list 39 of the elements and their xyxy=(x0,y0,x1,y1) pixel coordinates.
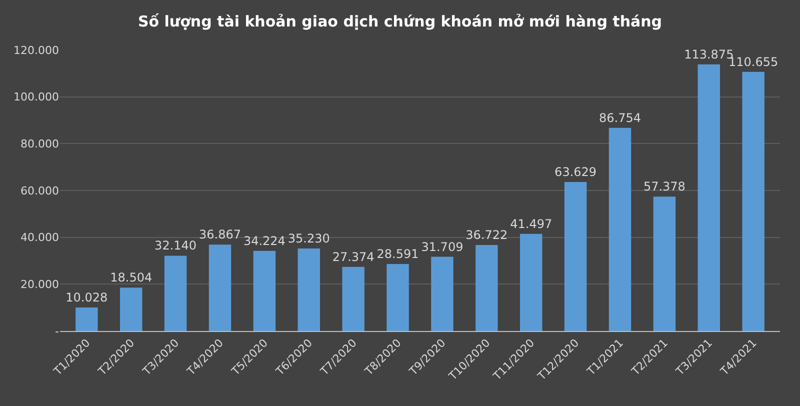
data-label: 27.374 xyxy=(332,250,374,264)
bar xyxy=(742,72,764,331)
bar xyxy=(476,245,498,331)
bar xyxy=(698,64,720,331)
chart-title: Số lượng tài khoản giao dịch chứng khoán mở mới hàng tháng xyxy=(138,12,662,31)
data-label: 57.378 xyxy=(643,180,686,194)
y-tick-label: 20.000 xyxy=(20,278,59,292)
data-label: 86.754 xyxy=(599,110,641,125)
data-label: 34.224 xyxy=(243,234,286,248)
y-tick-label: - xyxy=(55,324,60,338)
bar xyxy=(386,264,409,331)
y-tick-label: 120.000 xyxy=(14,44,59,57)
data-label: 35.230 xyxy=(288,232,330,246)
bar xyxy=(608,128,632,331)
data-label: 36.867 xyxy=(199,228,241,242)
bar xyxy=(431,256,454,331)
data-label: 63.629 xyxy=(554,165,597,179)
bar xyxy=(164,256,187,331)
bar xyxy=(120,288,142,331)
bar xyxy=(520,234,542,331)
data-label: 113.875 xyxy=(684,47,734,62)
bar xyxy=(564,182,587,331)
bar xyxy=(653,196,676,331)
bar xyxy=(76,308,98,331)
y-tick-label: 80.000 xyxy=(20,138,59,151)
data-label: 31.709 xyxy=(421,240,464,254)
data-label: 18.504 xyxy=(110,270,152,285)
bar xyxy=(342,266,364,331)
y-tick-label: 60.000 xyxy=(20,184,59,198)
data-label: 32.140 xyxy=(154,238,197,253)
bar xyxy=(208,244,232,331)
data-label: 28.591 xyxy=(376,247,419,262)
bar xyxy=(253,250,276,331)
data-label: 41.497 xyxy=(510,216,552,231)
bar xyxy=(298,248,320,331)
data-label: 10.028 xyxy=(66,290,108,305)
y-tick-label: 40.000 xyxy=(20,231,59,244)
data-label: 36.722 xyxy=(466,228,508,242)
y-tick-label: 100.000 xyxy=(14,90,59,104)
